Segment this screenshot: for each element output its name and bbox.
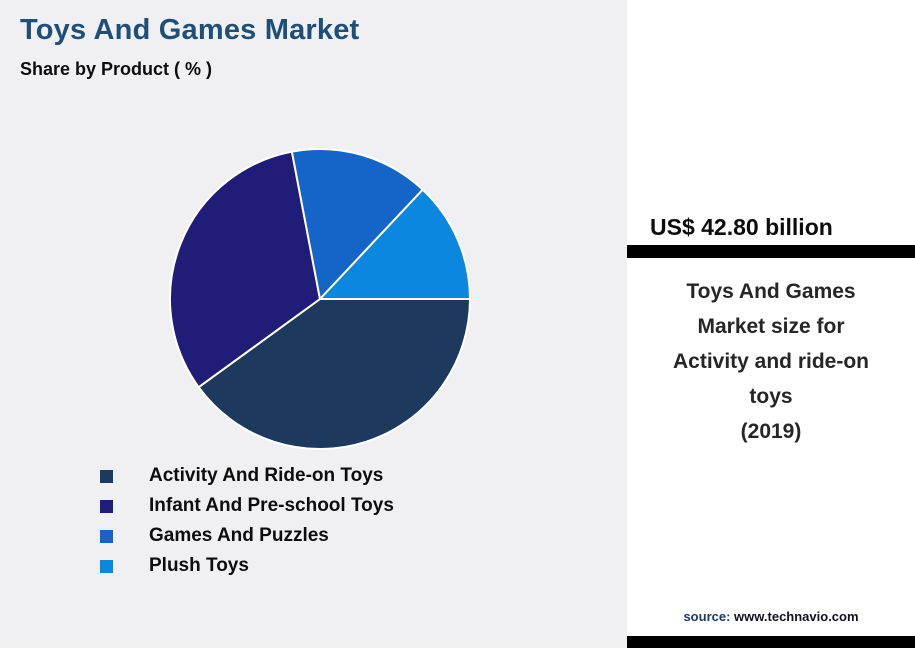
panel-description: Toys And Games Market size for Activity an… bbox=[627, 274, 915, 449]
source-url: www.technavio.com bbox=[734, 609, 859, 624]
legend-swatch bbox=[100, 469, 113, 483]
market-size-value: US$ 42.80 billion bbox=[650, 214, 833, 240]
panel-description-line: Toys And Games bbox=[686, 280, 856, 303]
legend-swatch bbox=[100, 559, 113, 573]
panel-description-line: Market size for bbox=[697, 315, 845, 338]
legend-item: Activity And Ride-on Toys bbox=[100, 461, 394, 491]
chart-section: Toys And Games Market Share by Product (… bbox=[0, 0, 627, 648]
source-label: source: bbox=[683, 609, 731, 624]
legend-item: Games And Puzzles bbox=[100, 521, 394, 551]
callout-panel: US$ 42.80 billion Toys And Games Market s… bbox=[627, 0, 915, 648]
pie-chart bbox=[169, 148, 471, 450]
legend-label: Plush Toys bbox=[149, 555, 249, 576]
divider-bar-top bbox=[627, 245, 915, 258]
divider-bar-bottom bbox=[627, 636, 915, 648]
legend: Activity And Ride-on Toys Infant And Pre-… bbox=[100, 461, 394, 581]
pie-slice bbox=[290, 148, 424, 300]
legend-item: Infant And Pre-school Toys bbox=[100, 491, 394, 521]
legend-label: Infant And Pre-school Toys bbox=[149, 495, 394, 516]
pie-slice bbox=[169, 150, 321, 389]
legend-swatch bbox=[100, 499, 113, 513]
legend-item: Plush Toys bbox=[100, 551, 394, 581]
pie-slice bbox=[197, 298, 471, 450]
pie-slice bbox=[319, 188, 471, 300]
page-title: Toys And Games Market bbox=[20, 14, 360, 46]
panel-description-line: Activity and ride-on bbox=[672, 350, 870, 373]
panel-description-line: (2019) bbox=[740, 420, 802, 443]
source-line: source: www.technavio.com bbox=[627, 609, 915, 624]
legend-label: Games And Puzzles bbox=[149, 525, 329, 546]
legend-swatch bbox=[100, 529, 113, 543]
panel-description-line: toys bbox=[749, 385, 793, 408]
legend-label: Activity And Ride-on Toys bbox=[149, 465, 384, 486]
page-subtitle: Share by Product ( % ) bbox=[20, 59, 213, 79]
